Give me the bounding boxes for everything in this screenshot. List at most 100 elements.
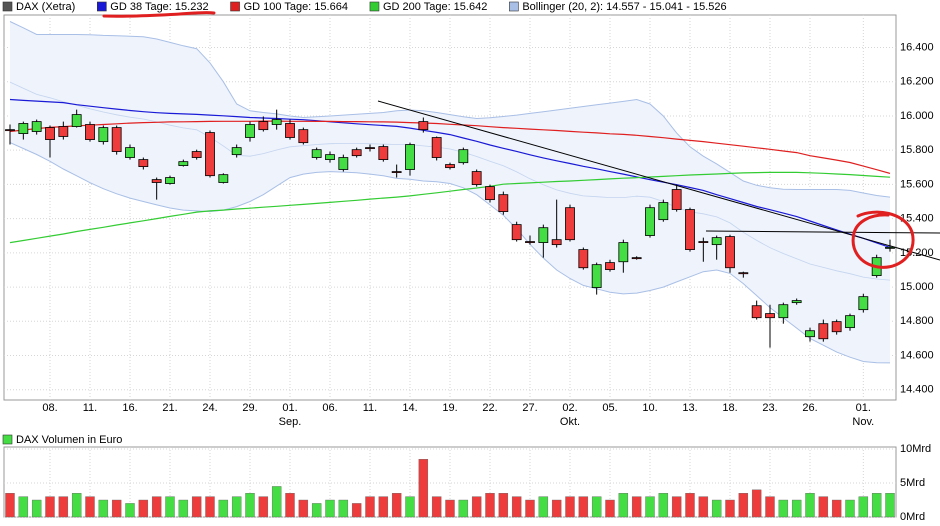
candle-body [271, 119, 282, 125]
volume-bar [578, 496, 589, 518]
band-lower [9, 142, 891, 364]
candle-body [565, 207, 575, 241]
candle-body [618, 242, 629, 263]
volume-bar [765, 496, 775, 518]
candle-body [298, 129, 309, 144]
y-tick-label: 5Mrd [900, 477, 925, 489]
volume-bar [165, 496, 175, 518]
candle-body [511, 224, 522, 241]
trend-line [377, 100, 940, 261]
candle-body [311, 149, 322, 158]
legend-label: DAX (Xetra) [16, 1, 75, 13]
volume-bar [85, 496, 95, 518]
candle-body [338, 157, 349, 170]
volume-bar [151, 496, 162, 518]
x-tick-label: 10. [642, 402, 657, 414]
x-tick-label: 06. [322, 402, 337, 414]
volume-bar [298, 499, 309, 518]
volume-bar [138, 499, 149, 518]
volume-bar [338, 499, 349, 518]
volume-bar [525, 499, 535, 518]
volume-bar [658, 493, 669, 518]
candle-body [445, 164, 455, 169]
candle-body [258, 121, 269, 131]
volume-bar [285, 493, 295, 518]
candle-body [5, 129, 15, 132]
candle-body [418, 121, 429, 131]
volume-bar [471, 496, 482, 518]
x-tick-label: 14. [402, 402, 417, 414]
candle-body [165, 177, 175, 184]
candle-body [191, 151, 202, 158]
x-tick-label: 29. [242, 402, 257, 414]
legend-label: Bollinger (20, 2): 14.557 - 15.041 - 15.… [522, 1, 726, 13]
candle-body [698, 241, 709, 243]
volume-bar [351, 503, 362, 518]
volume-bar [18, 496, 29, 518]
volume-bar [631, 496, 642, 518]
x-tick-label: 23. [762, 402, 777, 414]
volume-bar [511, 496, 522, 518]
candle-body [138, 159, 149, 168]
band-fill [10, 21, 890, 363]
candle-body [98, 127, 109, 143]
volume-bar [445, 499, 455, 518]
x-tick-label: 01. [282, 402, 297, 414]
legend-swatch [96, 1, 107, 12]
volume-bar [498, 493, 509, 518]
candle-body [405, 144, 415, 170]
volume-bar [218, 499, 229, 518]
volume-bar [818, 496, 829, 518]
candle-body [885, 246, 895, 249]
candle-body [658, 202, 669, 221]
candle-body [591, 264, 602, 288]
horizontal-line [705, 230, 940, 234]
candle-body [18, 123, 29, 134]
candle-body [45, 127, 55, 140]
volume-bar [845, 499, 855, 518]
volume-bar [738, 493, 749, 518]
candle-body [231, 147, 242, 156]
candle-body [805, 330, 815, 338]
volume-bar [485, 493, 495, 518]
x-tick-label: 16. [122, 402, 137, 414]
x-tick-label: 19. [442, 402, 457, 414]
volume-bar [178, 499, 189, 518]
volume-bar [831, 499, 842, 518]
volume-bar [98, 499, 109, 518]
volume-bar [125, 503, 135, 518]
x-tick-label: 24. [202, 402, 217, 414]
x-tick-label: 02. [562, 402, 577, 414]
candle-body [71, 114, 82, 127]
candle-body [725, 236, 735, 269]
volume-bar [58, 496, 69, 518]
candle-body [605, 262, 615, 271]
volume-bar [391, 493, 402, 518]
candle-body [525, 241, 535, 243]
volume-bar [591, 496, 602, 518]
candle-body [711, 237, 722, 246]
candle-body [365, 147, 375, 150]
candle-body [645, 207, 655, 236]
legend-label: DAX Volumen in Euro [16, 434, 122, 446]
candle-body [31, 121, 42, 132]
candle-body [485, 186, 495, 201]
volume-bar [431, 496, 442, 518]
legend-label: GD 100 Tage: 15.664 [244, 1, 348, 13]
volume-bar [778, 499, 789, 518]
candle-body [458, 149, 469, 164]
volume-bar [565, 496, 575, 518]
volume-bar [671, 496, 682, 518]
y-tick-label: 15.600 [900, 178, 934, 190]
volume-bar [205, 496, 215, 518]
candle-body [831, 321, 842, 333]
volume-bar [458, 499, 469, 518]
candle-body [778, 304, 789, 319]
volume-bar [5, 493, 15, 518]
volume-bar [405, 496, 415, 518]
volume-bar [191, 496, 202, 518]
candle-body [125, 147, 135, 158]
y-tick-label: 15.400 [900, 213, 934, 225]
volume-bar [805, 493, 815, 518]
